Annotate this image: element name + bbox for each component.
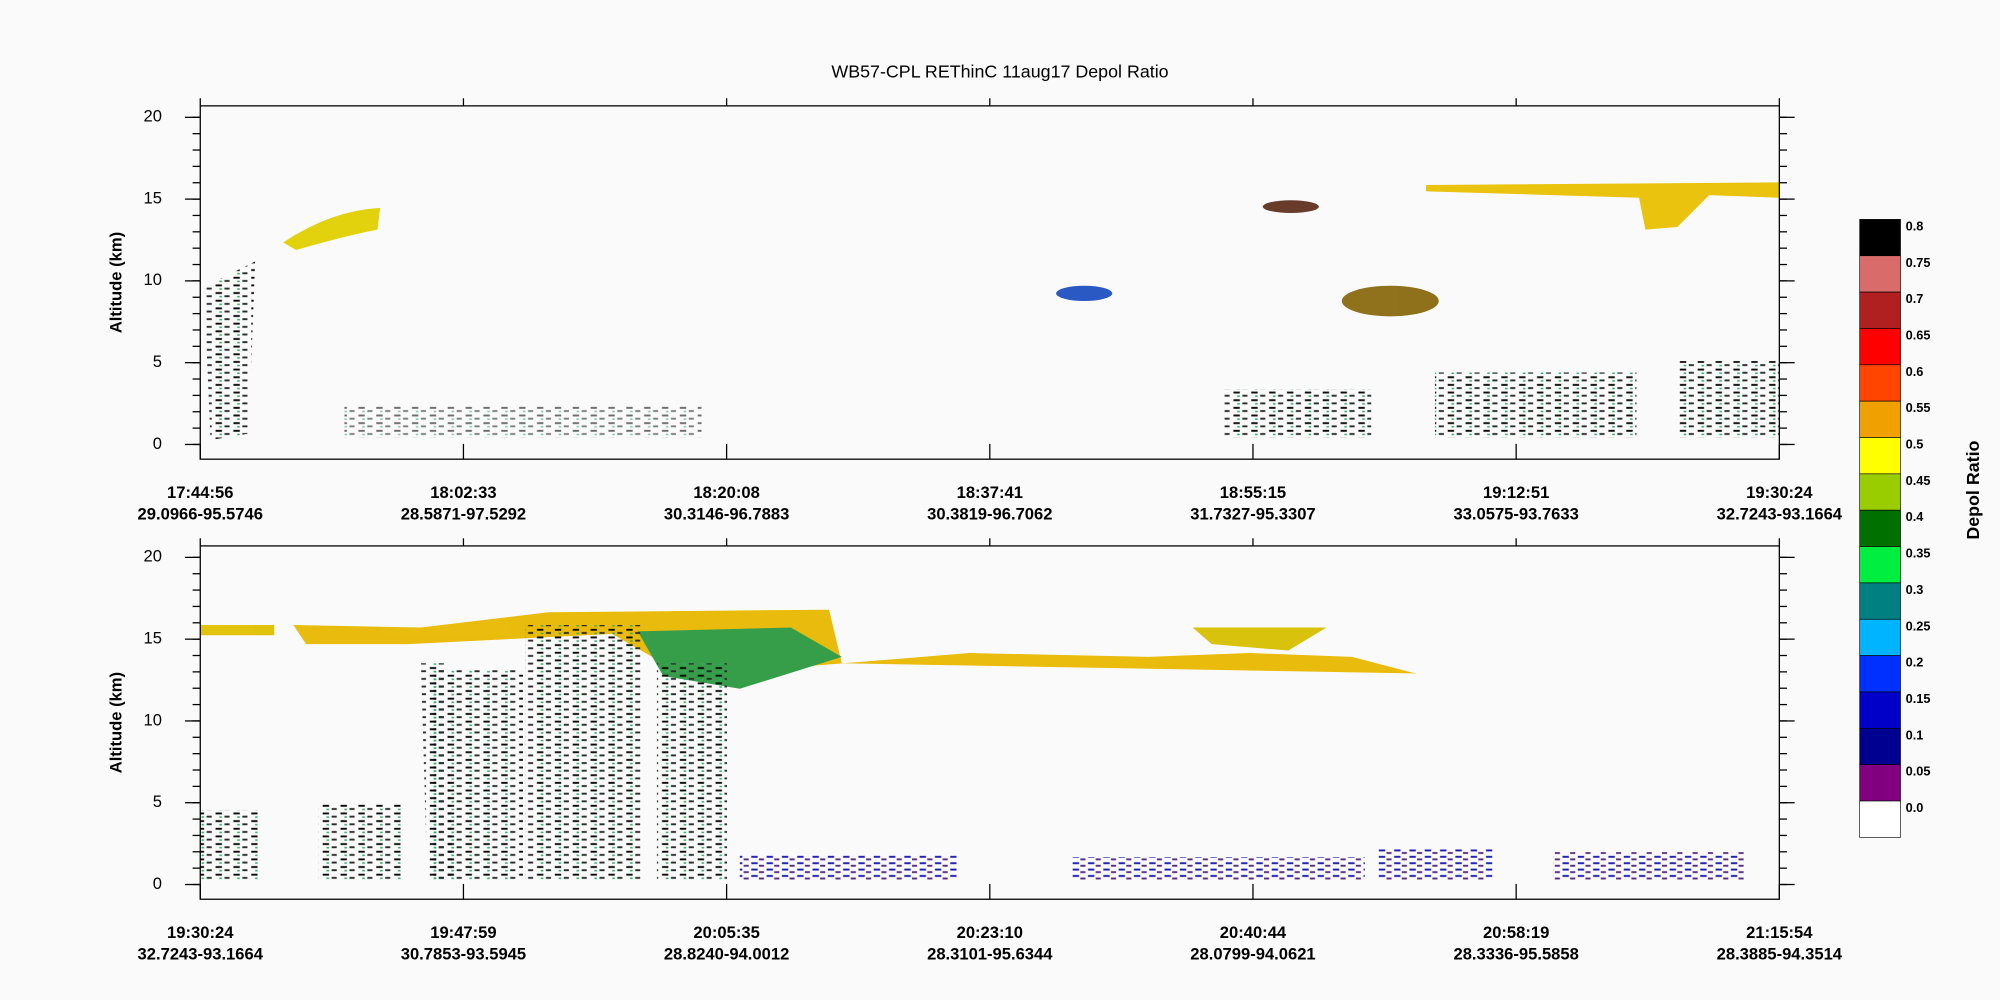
x-location-label: 30.7853-93.5945 <box>401 945 526 964</box>
colorbar-label: 0.0 <box>1906 800 1924 815</box>
colorbar-label: 0.1 <box>1906 727 1924 742</box>
colorbar-box <box>1859 582 1901 620</box>
colorbar-label: 0.05 <box>1906 764 1931 779</box>
colorbar-label: 0.15 <box>1906 691 1931 706</box>
x-tick-label: 20:23:10 <box>957 923 1023 942</box>
x-tick-label: 20:05:35 <box>693 923 759 942</box>
x-tick-label: 18:20:08 <box>693 483 759 502</box>
x-tick-label: 19:12:51 <box>1483 483 1549 502</box>
colorbar-box <box>1859 727 1901 765</box>
colorbar-title: Depol Ratio <box>1963 440 1983 539</box>
x-tick-label: 19:47:59 <box>430 923 496 942</box>
y-tick-label: 20 <box>144 107 162 126</box>
x-location-label: 29.0966-95.5746 <box>138 505 263 524</box>
y-tick-label: 20 <box>144 547 162 566</box>
chart-title: WB57-CPL REThinC 11aug17 Depol Ratio <box>831 61 1168 81</box>
x-location-label: 32.7243-93.1664 <box>1717 505 1843 524</box>
colorbar-label: 0.5 <box>1906 437 1924 452</box>
x-location-label: 33.0575-93.7633 <box>1453 505 1578 524</box>
colorbar-box <box>1859 328 1901 366</box>
colorbar-label: 0.35 <box>1906 546 1931 561</box>
x-location-label: 31.7327-95.3307 <box>1190 505 1315 524</box>
colorbar-box <box>1859 219 1901 257</box>
colorbar-box <box>1859 618 1901 656</box>
colorbar-label: 0.7 <box>1906 291 1924 306</box>
y-axis-label: Altitude (km) <box>107 232 126 333</box>
colorbar-box <box>1859 546 1901 584</box>
x-tick-label: 19:30:24 <box>1746 483 1813 502</box>
x-location-label: 28.8240-94.0012 <box>664 945 789 964</box>
x-location-label: 30.3819-96.7062 <box>927 505 1052 524</box>
colorbar-box <box>1859 800 1901 838</box>
y-tick-label: 0 <box>153 434 162 453</box>
colorbar-box <box>1859 364 1901 402</box>
y-tick-label: 10 <box>144 710 162 729</box>
colorbar-label: 0.25 <box>1906 618 1931 633</box>
y-tick-label: 5 <box>153 792 162 811</box>
x-tick-label: 17:44:56 <box>167 483 233 502</box>
x-tick-label: 18:55:15 <box>1220 483 1286 502</box>
colorbar-label: 0.2 <box>1906 655 1924 670</box>
colorbar-box <box>1859 509 1901 547</box>
x-tick-label: 20:58:19 <box>1483 923 1549 942</box>
y-axis-label: Altitude (km) <box>107 672 126 773</box>
colorbar-label: 0.4 <box>1906 509 1925 524</box>
colorbar-label: 0.8 <box>1906 218 1924 233</box>
colorbar-box <box>1859 255 1901 293</box>
y-tick-label: 15 <box>144 629 162 648</box>
colorbar-label: 0.45 <box>1906 473 1931 488</box>
x-location-label: 30.3146-96.7883 <box>664 505 789 524</box>
x-location-label: 32.7243-93.1664 <box>138 945 264 964</box>
curtain-imagery <box>204 182 1780 441</box>
y-tick-label: 5 <box>153 352 162 371</box>
x-tick-label: 18:02:33 <box>430 483 496 502</box>
colorbar-box <box>1859 437 1901 475</box>
y-tick-label: 15 <box>144 188 162 207</box>
x-location-label: 28.3101-95.6344 <box>927 945 1053 964</box>
curtain-imagery <box>200 609 1745 881</box>
x-location-label: 28.0799-94.0621 <box>1190 945 1315 964</box>
colorbar-label: 0.55 <box>1906 400 1931 415</box>
colorbar-box <box>1859 400 1901 438</box>
y-tick-label: 10 <box>144 270 162 289</box>
x-location-label: 28.5871-97.5292 <box>401 505 526 524</box>
colorbar-label: 0.75 <box>1906 255 1931 270</box>
colorbar-box <box>1859 473 1901 511</box>
x-tick-label: 19:30:24 <box>167 923 234 942</box>
colorbar-label: 0.3 <box>1906 582 1924 597</box>
y-tick-label: 0 <box>153 874 162 893</box>
colorbar-label: 0.65 <box>1906 327 1931 342</box>
colorbar-box <box>1859 291 1901 329</box>
colorbar-label: 0.6 <box>1906 364 1924 379</box>
x-tick-label: 20:40:44 <box>1220 923 1287 942</box>
colorbar-box <box>1859 655 1901 693</box>
x-location-label: 28.3885-94.3514 <box>1717 945 1843 964</box>
x-location-label: 28.3336-95.5858 <box>1453 945 1578 964</box>
colorbar-box <box>1859 764 1901 802</box>
colorbar-box <box>1859 691 1901 729</box>
x-tick-label: 18:37:41 <box>957 483 1023 502</box>
x-tick-label: 21:15:54 <box>1746 923 1813 942</box>
